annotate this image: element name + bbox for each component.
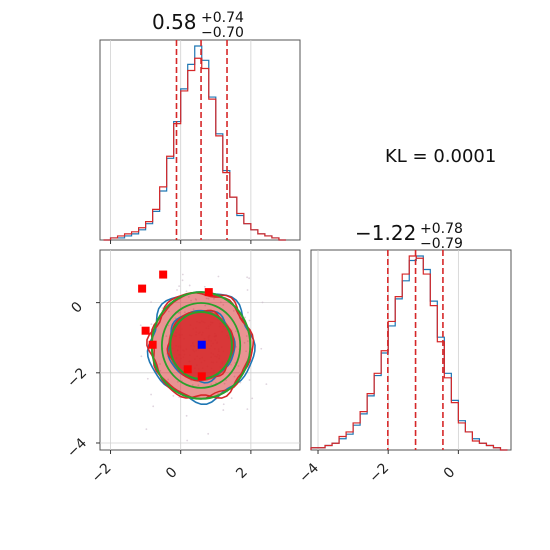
panel-frame: [310, 249, 512, 451]
sample-point: [146, 377, 149, 380]
sample-point: [230, 397, 233, 400]
y-tick-label: −4: [64, 435, 90, 461]
sample-point: [251, 397, 254, 400]
joint-panel: [99, 249, 301, 451]
title-param1-minus: −0.79: [420, 236, 463, 252]
sample-point: [150, 393, 152, 396]
title-param1-plus: +0.78: [420, 221, 463, 237]
red-marker: [183, 365, 192, 374]
x-tick-label: −4: [296, 460, 322, 486]
sample-point: [261, 301, 264, 304]
histogram-series-1: [103, 57, 286, 241]
sample-point: [207, 432, 210, 435]
red-marker: [141, 326, 150, 335]
sample-point: [186, 439, 189, 442]
title-param0-plus: +0.74: [201, 10, 244, 26]
sample-point: [140, 355, 143, 358]
sample-point: [161, 307, 164, 310]
title-param0-median: 0.58: [152, 10, 197, 34]
blue-marker: [197, 340, 206, 349]
sample-point: [248, 319, 251, 322]
x-tick-label: 0: [163, 464, 181, 482]
sample-point: [172, 394, 175, 397]
red-marker: [204, 288, 213, 297]
x-tick-label: −2: [366, 460, 392, 486]
sample-point: [150, 301, 152, 304]
y-tick-label: −2: [64, 365, 90, 391]
sample-point: [239, 381, 242, 384]
contour-line-red-outer: [146, 291, 255, 399]
y-tick-label: 0: [68, 299, 86, 317]
kl-annotation: KL = 0.0001: [385, 146, 497, 167]
sample-point: [181, 279, 184, 282]
title-param0-minus: −0.70: [201, 25, 244, 41]
x-tick-label: 2: [233, 464, 251, 482]
sample-point: [150, 323, 153, 326]
sample-point: [217, 275, 220, 278]
sample-point: [244, 316, 246, 319]
red-marker: [159, 270, 168, 279]
sample-point: [185, 414, 188, 417]
sample-point: [203, 285, 206, 288]
sample-point: [246, 408, 249, 411]
red-marker: [148, 340, 157, 349]
sample-point: [178, 285, 181, 288]
sample-point: [188, 284, 191, 287]
red-marker: [138, 284, 147, 293]
title-param1-median: −1.22: [355, 221, 416, 245]
title-param0: 0.58 +0.74 −0.70: [152, 10, 244, 41]
sample-point: [152, 405, 155, 408]
contour-line-green-mid: [160, 302, 242, 389]
marginal-panel-param0: [99, 39, 301, 241]
x-tick-label: 0: [441, 464, 459, 482]
x-tick-label: −2: [89, 460, 115, 486]
sample-point: [145, 428, 148, 431]
contour-line-blue-inner: [167, 309, 236, 384]
sample-point: [260, 347, 263, 350]
sample-point: [185, 290, 188, 293]
panel-frame: [99, 39, 301, 241]
sample-point: [181, 273, 184, 276]
sample-point: [222, 409, 225, 411]
sample-point: [246, 276, 249, 279]
sample-point: [176, 289, 178, 291]
sample-point: [139, 324, 142, 327]
sample-point: [265, 383, 268, 386]
contour-line-red-inner: [166, 309, 235, 382]
histogram-series-1: [310, 255, 508, 451]
title-param1: −1.22 +0.78 −0.79: [355, 221, 463, 252]
sample-point: [248, 379, 251, 381]
sample-point: [222, 403, 225, 406]
sample-point: [246, 289, 249, 291]
red-marker: [197, 372, 206, 381]
marginal-panel-param1: [310, 249, 512, 451]
sample-point: [248, 277, 251, 280]
sample-point: [247, 311, 249, 314]
